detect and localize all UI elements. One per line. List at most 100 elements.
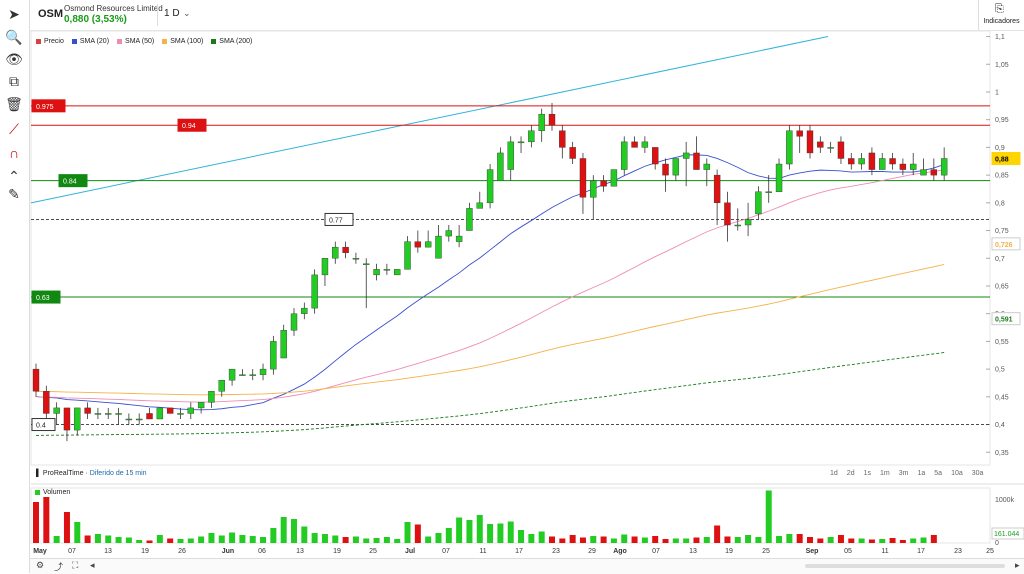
volume-bar	[786, 534, 793, 543]
timeframe-1m[interactable]: 1m	[880, 470, 890, 477]
candle-body	[786, 130, 793, 165]
volume-bar	[930, 535, 937, 543]
legend-item-sma20[interactable]: SMA (20)	[71, 36, 109, 46]
zoom-icon[interactable]: 🔍	[5, 29, 23, 45]
chevron-up-icon[interactable]: ⌃	[8, 168, 20, 184]
volume-bar	[363, 538, 370, 543]
candle-body	[94, 413, 102, 415]
volume-bar	[445, 528, 452, 543]
magnet-icon[interactable]: ∩	[8, 145, 20, 161]
timeframe-shortcuts: 1d 2d 1s 1m 3m 1a 5a 10a 30a	[830, 470, 983, 477]
volume-bar	[156, 535, 163, 543]
timeframe-1d[interactable]: 1d	[830, 470, 838, 477]
legend-item-sma200[interactable]: SMA (200)	[211, 36, 252, 46]
eye-icon[interactable]: 👁	[5, 51, 23, 67]
cursor-icon[interactable]: ➤	[8, 6, 20, 22]
x-tick-label: 17	[917, 548, 925, 555]
indicators-button[interactable]: ⎘ Indicadores	[978, 0, 1024, 30]
share-icon[interactable]: ⤴	[54, 562, 64, 572]
timeframe-1s[interactable]: 1s	[863, 470, 871, 477]
x-tick-label: 23	[954, 548, 962, 555]
x-tick-label: 17	[515, 548, 523, 555]
symbol-label[interactable]: OSM	[38, 8, 64, 20]
trendline-tool-icon[interactable]: ⟋	[9, 121, 19, 137]
volume-bar	[714, 525, 721, 543]
candle-body	[559, 130, 566, 148]
legend-item-price[interactable]: Precio	[36, 36, 64, 46]
volume-legend[interactable]: Volumen	[35, 489, 70, 496]
volume-bar	[342, 537, 349, 543]
volume-bar	[497, 523, 504, 543]
price-line-tag	[31, 418, 56, 432]
volume-bar	[146, 540, 153, 543]
candle-body	[652, 147, 659, 165]
legend-item-sma50[interactable]: SMA (50)	[117, 36, 154, 46]
copy-icon[interactable]: ⧉	[9, 73, 19, 89]
header-divider	[157, 4, 158, 26]
y-tick-label: 0,65	[995, 283, 1009, 290]
legend-label: SMA (50)	[125, 37, 155, 45]
candle-body	[641, 141, 649, 148]
candle-body	[259, 368, 267, 375]
volume-bar	[239, 535, 246, 543]
pencil-icon[interactable]: ✎	[8, 186, 20, 202]
x-tick-label: 11	[881, 548, 888, 555]
y-tick-label: 0,45	[995, 394, 1009, 401]
fullscreen-icon[interactable]: ⛶	[72, 560, 79, 570]
indicators-label: Indicadores	[983, 18, 1020, 25]
candle-body	[528, 130, 535, 143]
candle-body	[105, 413, 112, 415]
volume-bar	[218, 535, 225, 543]
candle-body	[424, 241, 432, 248]
price-line-label: 0.63	[36, 295, 50, 302]
x-tick-label: 07	[652, 548, 660, 555]
settings-icon[interactable]: ⚙	[36, 560, 45, 570]
legend-item-sma100[interactable]: SMA (100)	[162, 36, 203, 46]
scroll-right-icon[interactable]: ▸	[1015, 560, 1020, 570]
candle-body	[693, 152, 700, 170]
candle-body	[455, 235, 463, 242]
trendline	[30, 36, 829, 204]
volume-bar	[672, 538, 679, 543]
timeframe-30a[interactable]: 30a	[971, 470, 984, 477]
price-chart[interactable]: 1,11,0510,950,90,850,80,750,70,650,60,55…	[0, 0, 1024, 558]
volume-bar	[115, 537, 122, 543]
volume-swatch	[35, 490, 40, 495]
sma200-value-tag-box	[991, 312, 1021, 326]
sma100-line	[35, 264, 945, 396]
timeframe-select[interactable]: 1 D	[164, 8, 180, 19]
candle-body	[445, 230, 452, 237]
x-tick-label: 25	[369, 548, 377, 555]
indicators-icon: ⎘	[995, 3, 1004, 15]
x-tick-label: 05	[844, 548, 852, 555]
volume-bar	[631, 536, 638, 543]
timeframe-5a[interactable]: 5a	[934, 470, 943, 477]
candle-body	[32, 368, 40, 392]
timeframe-2d[interactable]: 2d	[846, 470, 855, 477]
timeframe-1a[interactable]: 1a	[917, 470, 926, 477]
trash-icon[interactable]: 🗑	[5, 96, 23, 112]
y-tick-label: 1,1	[995, 34, 1005, 41]
timeframe-3m[interactable]: 3m	[898, 470, 909, 477]
candle-body	[827, 147, 834, 149]
timeframe-10a[interactable]: 10a	[951, 470, 963, 477]
volume-bar	[476, 515, 483, 543]
volume-bar	[765, 490, 772, 543]
volume-bar	[383, 537, 390, 543]
candle-body	[342, 246, 349, 253]
horizontal-scrollbar[interactable]	[805, 564, 1005, 568]
sma20-line	[35, 154, 945, 411]
last-price-tag-box	[991, 151, 1021, 165]
volume-bar	[270, 528, 277, 543]
candle-body	[63, 407, 71, 431]
volume-bar	[703, 537, 710, 543]
x-tick-label: 07	[68, 548, 76, 555]
candle-body	[817, 141, 824, 148]
volume-bar	[332, 535, 339, 543]
chevron-down-icon[interactable]: ⌄	[183, 8, 191, 18]
volume-bar	[105, 535, 112, 543]
x-tick-label: Jun	[222, 548, 234, 555]
scroll-left-icon[interactable]: ◂	[90, 560, 95, 570]
legend-label: SMA (100)	[170, 37, 204, 45]
volume-bar	[848, 538, 855, 543]
